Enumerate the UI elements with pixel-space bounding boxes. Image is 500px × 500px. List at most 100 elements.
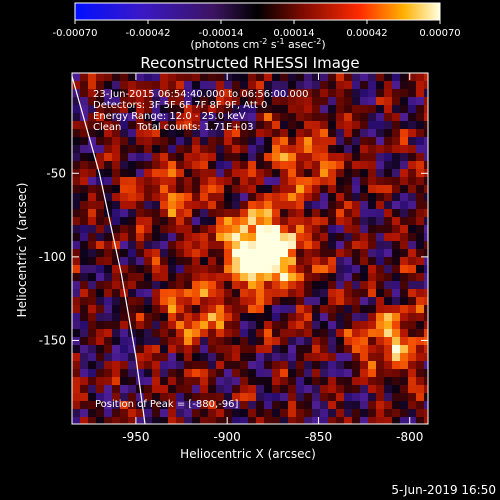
heatmap-cell bbox=[216, 377, 225, 386]
heatmap-cell bbox=[376, 113, 385, 122]
heatmap-cell bbox=[176, 161, 185, 170]
heatmap-cell bbox=[208, 337, 217, 346]
heatmap-cell bbox=[200, 353, 209, 362]
heatmap-cell bbox=[400, 193, 409, 202]
heatmap-cell bbox=[296, 225, 305, 234]
heatmap-cell bbox=[288, 369, 297, 378]
heatmap-cell bbox=[400, 145, 409, 154]
heatmap-cell bbox=[232, 121, 241, 130]
heatmap-cell bbox=[288, 313, 297, 322]
heatmap-cell bbox=[312, 377, 321, 386]
heatmap-cell bbox=[136, 193, 145, 202]
heatmap-cell bbox=[408, 73, 417, 82]
heatmap-cell bbox=[192, 353, 201, 362]
heatmap-cell bbox=[344, 241, 353, 250]
heatmap-cell bbox=[304, 89, 313, 98]
heatmap-cell bbox=[200, 145, 209, 154]
heatmap-cell bbox=[288, 225, 297, 234]
heatmap-cell bbox=[240, 193, 249, 202]
heatmap-cell bbox=[296, 137, 305, 146]
heatmap-cell bbox=[208, 257, 217, 266]
heatmap-cell bbox=[72, 217, 81, 226]
heatmap-cell bbox=[232, 201, 241, 210]
heatmap-cell bbox=[136, 417, 145, 424]
heatmap-cell bbox=[184, 129, 193, 138]
heatmap-cell bbox=[280, 289, 289, 298]
heatmap-cell bbox=[408, 257, 417, 266]
heatmap-cell bbox=[288, 129, 297, 138]
heatmap-cell bbox=[120, 185, 129, 194]
heatmap-cell bbox=[168, 377, 177, 386]
heatmap-cell bbox=[264, 265, 273, 274]
heatmap-cell bbox=[168, 281, 177, 290]
heatmap-cell bbox=[240, 137, 249, 146]
heatmap-cell bbox=[392, 225, 401, 234]
heatmap-cell bbox=[416, 377, 425, 386]
heatmap-cell bbox=[80, 281, 89, 290]
heatmap-cell bbox=[256, 113, 265, 122]
heatmap-cell bbox=[408, 145, 417, 154]
heatmap-cell bbox=[144, 89, 153, 98]
heatmap-cell bbox=[152, 281, 161, 290]
heatmap-cell bbox=[424, 177, 428, 186]
heatmap-cell bbox=[296, 209, 305, 218]
heatmap-cell bbox=[280, 89, 289, 98]
heatmap-cell bbox=[120, 257, 129, 266]
heatmap-cell bbox=[112, 345, 121, 354]
heatmap-cell bbox=[104, 81, 113, 90]
heatmap-cell bbox=[320, 89, 329, 98]
heatmap-cell bbox=[80, 137, 89, 146]
heatmap-cell bbox=[176, 201, 185, 210]
heatmap-cell bbox=[184, 361, 193, 370]
heatmap-cell bbox=[120, 105, 129, 114]
heatmap-cell bbox=[264, 281, 273, 290]
heatmap-cell bbox=[152, 169, 161, 178]
heatmap-cell bbox=[280, 137, 289, 146]
heatmap-cell bbox=[296, 193, 305, 202]
heatmap-cell bbox=[72, 329, 81, 338]
heatmap-cell bbox=[296, 201, 305, 210]
heatmap-cell bbox=[424, 121, 428, 130]
heatmap-cell bbox=[120, 113, 129, 122]
heatmap-cell bbox=[216, 169, 225, 178]
heatmap-cell bbox=[392, 169, 401, 178]
heatmap-cell bbox=[168, 225, 177, 234]
heatmap-cell bbox=[368, 329, 377, 338]
heatmap-cell bbox=[104, 257, 113, 266]
heatmap-cell bbox=[160, 281, 169, 290]
heatmap-cell bbox=[344, 249, 353, 258]
heatmap-cell bbox=[104, 129, 113, 138]
heatmap-cell bbox=[248, 393, 257, 402]
heatmap-cell bbox=[352, 105, 361, 114]
heatmap-cell bbox=[344, 297, 353, 306]
heatmap-cell bbox=[80, 393, 89, 402]
heatmap-cell bbox=[136, 105, 145, 114]
heatmap-cell bbox=[160, 89, 169, 98]
heatmap-cell bbox=[424, 97, 428, 106]
heatmap-cell bbox=[184, 217, 193, 226]
heatmap-cell bbox=[88, 393, 97, 402]
heatmap-cell bbox=[272, 401, 281, 410]
heatmap-cell bbox=[288, 185, 297, 194]
heatmap-cell bbox=[216, 241, 225, 250]
heatmap-cell bbox=[304, 297, 313, 306]
heatmap-cell bbox=[144, 153, 153, 162]
heatmap-cell bbox=[416, 169, 425, 178]
heatmap-cell bbox=[384, 137, 393, 146]
heatmap-cell bbox=[160, 193, 169, 202]
heatmap-cell bbox=[160, 185, 169, 194]
heatmap-cell bbox=[96, 209, 105, 218]
heatmap-cell bbox=[200, 97, 209, 106]
heatmap-cell bbox=[72, 81, 81, 90]
heatmap-cell bbox=[408, 241, 417, 250]
heatmap-cell bbox=[240, 81, 249, 90]
heatmap-cell bbox=[200, 105, 209, 114]
heatmap-cell bbox=[112, 217, 121, 226]
heatmap-cell bbox=[192, 185, 201, 194]
heatmap-cell bbox=[184, 169, 193, 178]
heatmap-cell bbox=[352, 377, 361, 386]
heatmap-cell bbox=[192, 329, 201, 338]
heatmap-cell bbox=[160, 129, 169, 138]
heatmap-cell bbox=[424, 369, 428, 378]
heatmap-cell bbox=[176, 121, 185, 130]
